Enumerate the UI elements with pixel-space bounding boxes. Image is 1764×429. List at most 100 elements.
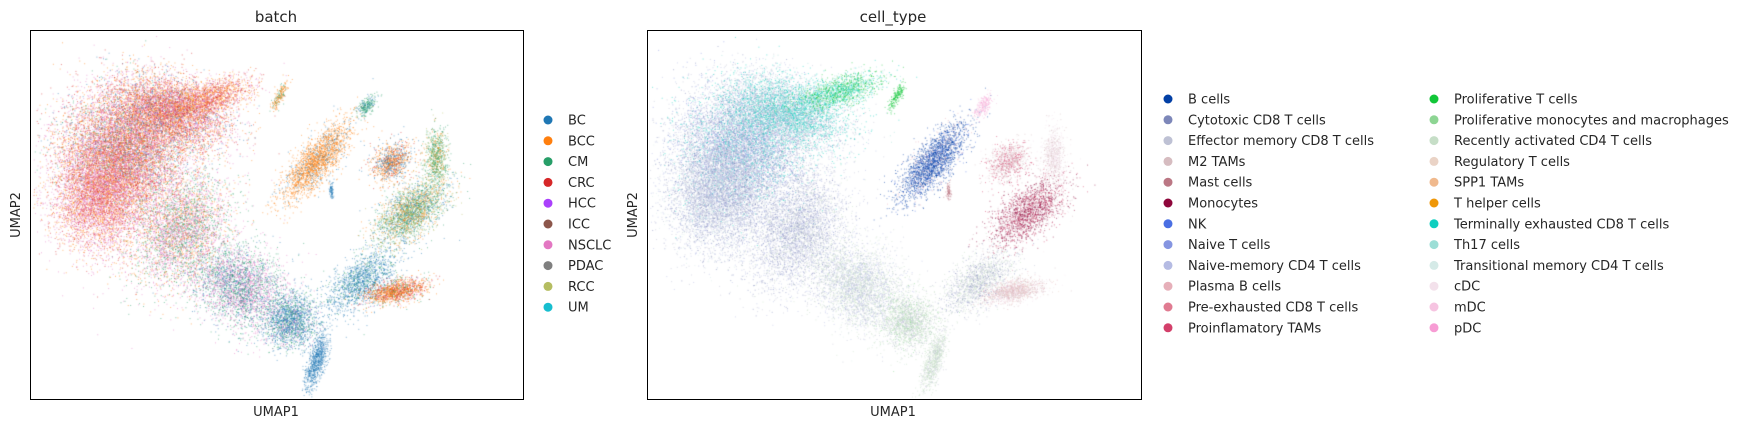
legend-marker xyxy=(1163,156,1173,166)
legend-item: UM xyxy=(543,301,589,316)
legend-item: cDC xyxy=(1429,280,1480,295)
legend-marker xyxy=(1429,260,1439,270)
legend-item: BCC xyxy=(543,134,595,149)
legend-marker xyxy=(1429,240,1439,250)
batch-scatter-points xyxy=(31,31,523,399)
legend-marker xyxy=(543,198,553,208)
legend-marker xyxy=(1163,115,1173,125)
legend-item: BC xyxy=(543,114,586,129)
batch-panel: batch UMAP1 UMAP2 BC BCC CM CRC HCC ICC NSCLC P… xyxy=(9,8,611,420)
legend-item: Cytotoxic CD8 T cells xyxy=(1163,113,1326,128)
legend-marker xyxy=(543,302,553,312)
legend-label: Proinflamatory TAMs xyxy=(1188,321,1322,336)
legend-label: Proliferative T cells xyxy=(1454,93,1578,108)
legend-label: SPP1 TAMs xyxy=(1454,176,1524,191)
legend-marker xyxy=(1163,136,1173,146)
batch-plot-frame xyxy=(30,30,524,400)
legend-label: Naive T cells xyxy=(1188,238,1271,253)
legend-label: ICC xyxy=(568,218,590,233)
legend-label: Transitional memory CD4 T cells xyxy=(1453,259,1664,274)
batch-xlabel: UMAP1 xyxy=(253,405,299,420)
legend-item: PDAC xyxy=(543,259,603,274)
legend-marker xyxy=(543,240,553,250)
legend-label: PDAC xyxy=(568,259,603,274)
cell-type-plot-frame xyxy=(647,30,1142,400)
legend-marker xyxy=(1163,177,1173,187)
batch-legend: BC BCC CM CRC HCC ICC NSCLC PDAC RCC UM xyxy=(543,114,611,316)
cell-type-legend: B cells Cytotoxic CD8 T cells Effector mem… xyxy=(1163,93,1729,336)
legend-item: Proliferative monocytes and macrophages xyxy=(1429,113,1729,128)
legend-marker xyxy=(1429,323,1439,333)
legend-marker xyxy=(1163,260,1173,270)
cell-type-xlabel: UMAP1 xyxy=(870,405,916,420)
legend-label: BCC xyxy=(568,134,595,149)
scatter-point-cloud xyxy=(31,31,523,399)
legend-item: Th17 cells xyxy=(1429,238,1520,253)
legend-label: Mast cells xyxy=(1188,176,1253,191)
legend-marker xyxy=(1163,323,1173,333)
legend-item: Monocytes xyxy=(1163,197,1258,212)
legend-marker xyxy=(1429,136,1439,146)
legend-label: pDC xyxy=(1454,321,1481,336)
legend-marker xyxy=(543,115,553,125)
legend-item: Naive T cells xyxy=(1163,238,1271,253)
legend-label: NK xyxy=(1188,217,1207,232)
legend-label: CM xyxy=(568,155,588,170)
legend-item: ICC xyxy=(543,218,590,233)
cell-type-title: cell_type xyxy=(860,8,927,27)
legend-marker xyxy=(1163,94,1173,104)
legend-label: Proliferative monocytes and macrophages xyxy=(1454,113,1729,128)
legend-label: Pre-exhausted CD8 T cells xyxy=(1188,301,1358,316)
legend-marker xyxy=(543,281,553,291)
legend-marker xyxy=(543,136,553,146)
legend-item: M2 TAMs xyxy=(1163,155,1246,170)
legend-item: Naive-memory CD4 T cells xyxy=(1163,259,1361,274)
legend-item: SPP1 TAMs xyxy=(1429,176,1524,191)
legend-item: NK xyxy=(1163,217,1207,232)
legend-item: RCC xyxy=(543,280,595,295)
cell-type-panel: cell_type UMAP1 UMAP2 B cells Cytotoxic C… xyxy=(626,8,1729,420)
legend-item: Mast cells xyxy=(1163,176,1253,191)
legend-item: Plasma B cells xyxy=(1163,280,1281,295)
legend-label: Recently activated CD4 T cells xyxy=(1454,134,1652,149)
legend-label: UM xyxy=(568,301,589,316)
legend-item: Proliferative T cells xyxy=(1429,93,1578,108)
cell-type-scatter-points xyxy=(648,31,1141,399)
legend-label: cDC xyxy=(1454,280,1480,295)
legend-marker xyxy=(1429,94,1439,104)
legend-item: T helper cells xyxy=(1429,197,1541,212)
legend-label: mDC xyxy=(1454,301,1486,316)
legend-item: Recently activated CD4 T cells xyxy=(1429,134,1652,149)
legend-label: CRC xyxy=(568,176,595,191)
legend-marker xyxy=(543,177,553,187)
legend-item: HCC xyxy=(543,197,596,212)
legend-marker xyxy=(1163,281,1173,291)
legend-label: NSCLC xyxy=(568,238,611,253)
legend-label: B cells xyxy=(1188,93,1230,108)
legend-marker xyxy=(543,157,553,167)
legend-label: HCC xyxy=(568,197,596,212)
legend-marker xyxy=(543,261,553,271)
legend-label: T helper cells xyxy=(1453,197,1541,212)
legend-marker xyxy=(1429,281,1439,291)
legend-marker xyxy=(1163,240,1173,250)
legend-marker xyxy=(1163,302,1173,312)
legend-item: CRC xyxy=(543,176,595,191)
batch-ylabel: UMAP2 xyxy=(9,192,24,238)
legend-item: Pre-exhausted CD8 T cells xyxy=(1163,301,1358,316)
legend-marker xyxy=(1429,177,1439,187)
legend-marker xyxy=(1163,198,1173,208)
legend-label: RCC xyxy=(568,280,595,295)
legend-item: Terminally exhausted CD8 T cells xyxy=(1429,217,1669,232)
legend-label: BC xyxy=(568,114,586,129)
legend-item: Proinflamatory TAMs xyxy=(1163,321,1322,336)
legend-marker xyxy=(1429,115,1439,125)
legend-marker xyxy=(1429,219,1439,229)
cell-type-ylabel: UMAP2 xyxy=(626,192,641,238)
legend-item: CM xyxy=(543,155,588,170)
legend-marker xyxy=(1429,156,1439,166)
legend-item: NSCLC xyxy=(543,238,611,253)
legend-label: Effector memory CD8 T cells xyxy=(1188,134,1374,149)
legend-item: pDC xyxy=(1429,321,1481,336)
